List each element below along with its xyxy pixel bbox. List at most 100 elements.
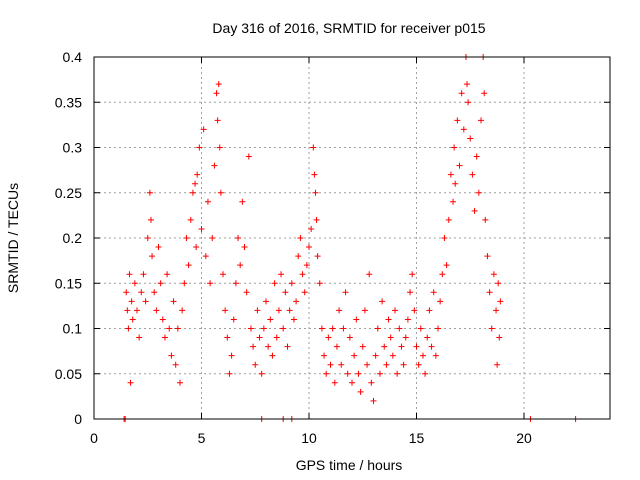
data-point: [450, 198, 457, 205]
data-point: [364, 361, 371, 368]
data-point: [329, 325, 336, 332]
data-point: [226, 370, 233, 377]
data-point: [481, 90, 488, 97]
data-point: [424, 334, 431, 341]
data-point: [473, 153, 480, 160]
data-point: [271, 280, 278, 287]
grid-lines: [94, 57, 610, 419]
data-point: [316, 280, 323, 287]
data-point: [342, 289, 349, 296]
data-point: [278, 271, 285, 278]
data-point: [402, 334, 409, 341]
data-point: [383, 361, 390, 368]
data-point: [422, 370, 429, 377]
data-point: [123, 289, 130, 296]
x-tick-label: 10: [301, 430, 317, 446]
data-point: [159, 316, 166, 323]
data-point: [127, 379, 134, 386]
data-point: [196, 144, 203, 151]
data-point: [144, 235, 151, 241]
data-point: [284, 343, 291, 350]
data-point: [174, 325, 181, 332]
data-point: [338, 361, 345, 368]
data-point: [273, 334, 280, 341]
data-point: [211, 162, 218, 169]
data-point: [318, 325, 325, 332]
data-point: [323, 370, 330, 377]
data-point: [437, 298, 444, 305]
data-point: [482, 216, 489, 223]
data-point: [370, 397, 377, 404]
data-point: [295, 253, 302, 260]
x-axis-label: GPS time / hours: [296, 457, 403, 473]
data-point: [368, 379, 375, 386]
data-point: [217, 189, 224, 196]
data-point: [209, 235, 216, 241]
data-point: [129, 316, 136, 323]
data-point: [275, 307, 282, 314]
data-point: [151, 289, 158, 296]
y-tick-label: 0.2: [63, 230, 83, 246]
data-point: [387, 334, 394, 341]
data-point: [293, 298, 300, 305]
data-point: [353, 316, 360, 323]
data-point: [155, 244, 162, 251]
data-point: [426, 307, 433, 314]
data-point: [349, 379, 355, 386]
data-point: [392, 307, 398, 314]
y-tick-label: 0.05: [55, 366, 82, 382]
data-point: [443, 262, 450, 269]
data-point: [411, 307, 418, 314]
data-point: [297, 235, 304, 241]
data-point: [157, 280, 164, 287]
x-tick-label: 15: [409, 430, 425, 446]
data-point: [286, 307, 293, 314]
data-point: [172, 361, 179, 368]
data-point: [465, 99, 472, 106]
data-point: [235, 235, 242, 241]
data-point: [409, 271, 416, 278]
data-points: [121, 54, 579, 422]
data-point: [140, 271, 147, 278]
data-point: [346, 334, 353, 341]
data-point: [256, 334, 263, 341]
data-point: [213, 90, 220, 97]
y-axis-label: SRMTID / TECUs: [5, 183, 21, 293]
data-point: [185, 262, 192, 269]
data-point: [494, 361, 501, 368]
data-point: [310, 144, 317, 151]
data-point: [177, 379, 183, 386]
data-point: [258, 370, 265, 377]
chart-title: Day 316 of 2016, SRMTID for receiver p01…: [212, 20, 485, 36]
data-point: [372, 352, 379, 359]
data-point: [280, 325, 287, 332]
data-point: [131, 280, 138, 287]
data-point: [224, 334, 231, 341]
data-point: [216, 144, 223, 151]
data-point: [445, 216, 452, 223]
data-point: [321, 352, 328, 359]
y-tick-label: 0.4: [63, 49, 83, 65]
data-point: [239, 198, 246, 205]
data-point: [441, 235, 448, 241]
y-tick-label: 0.15: [55, 275, 82, 291]
data-point: [351, 352, 358, 359]
data-point: [394, 370, 401, 377]
data-point: [359, 343, 366, 350]
data-point: [228, 352, 235, 359]
data-point: [456, 162, 463, 169]
data-point: [439, 271, 446, 278]
x-tick-label: 0: [90, 430, 98, 446]
data-point: [187, 216, 194, 223]
data-point: [361, 307, 368, 314]
data-point: [458, 90, 465, 97]
data-point: [464, 81, 471, 88]
data-point: [415, 361, 422, 368]
data-point: [428, 343, 435, 350]
data-point: [398, 343, 405, 350]
data-point: [200, 126, 207, 133]
data-point: [125, 325, 132, 332]
data-point: [134, 307, 140, 314]
data-point: [254, 307, 261, 314]
